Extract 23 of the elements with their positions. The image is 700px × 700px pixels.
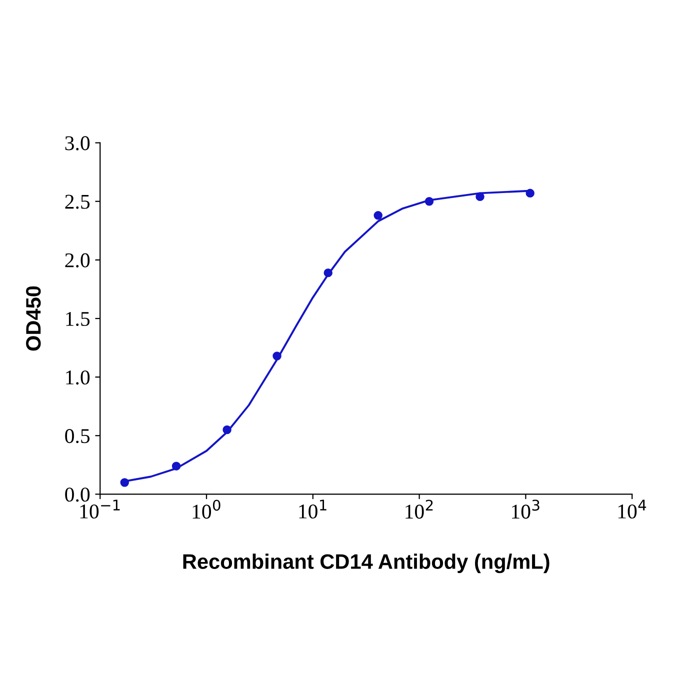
y-tick-label: 0.0 (65, 488, 90, 502)
x-tick-label: 10$^{0}$ (192, 500, 220, 519)
point (476, 192, 484, 202)
point (324, 268, 332, 278)
y-tick-label: 3.0 (65, 136, 90, 150)
y-axis-title: OD450 (26, 286, 41, 351)
point (222, 425, 232, 434)
point (526, 188, 534, 198)
x-tick-label: 10$^{1}$ (299, 500, 326, 519)
x-axis-title: Recombinant CD14 Antibody (ng/mL) (183, 554, 550, 574)
point (374, 211, 382, 220)
y-tick-label: 2.5 (65, 194, 90, 209)
x-tick-label: 10$^{3}$ (512, 500, 540, 519)
y-tick-label: 1.5 (66, 312, 90, 326)
y-tick-label: 2.0 (65, 253, 90, 268)
x-tick-label: 10$^{4}$ (618, 500, 646, 519)
y-tick-label: 0.5 (65, 429, 90, 444)
point (424, 196, 434, 206)
point (172, 462, 181, 470)
y-tick-label: 1.0 (66, 370, 90, 385)
point (272, 352, 282, 360)
point (120, 478, 129, 487)
x-tick-label: 10$^{2}$ (406, 500, 433, 519)
